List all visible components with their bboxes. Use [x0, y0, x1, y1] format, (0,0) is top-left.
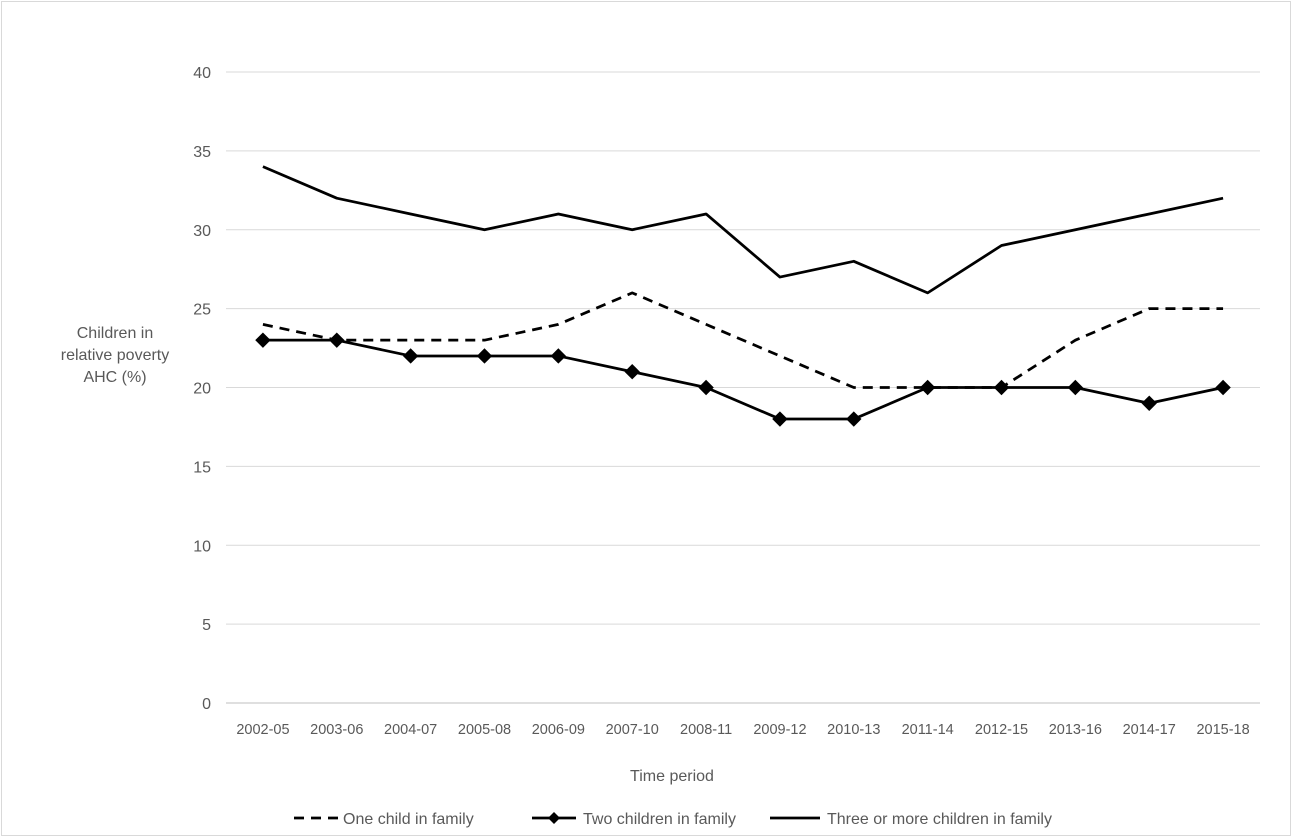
- x-tick-label: 2013-16: [1049, 722, 1102, 738]
- x-tick-label: 2014-17: [1123, 722, 1176, 738]
- x-axis-title: Time period: [630, 768, 714, 785]
- y-tick-label: 5: [202, 617, 211, 634]
- series-markers: [255, 332, 1231, 427]
- x-tick-label: 2003-06: [310, 722, 363, 738]
- data-point-marker: [919, 379, 936, 396]
- y-axis-title-line: Children in: [77, 325, 153, 342]
- legend-marker: [548, 812, 560, 824]
- x-tick-label: 2007-10: [606, 722, 659, 738]
- x-tick-label: 2010-13: [827, 722, 880, 738]
- y-axis-ticks: 0 5 10 15 20 25 30 35 40: [193, 65, 211, 713]
- y-tick-label: 25: [193, 302, 211, 319]
- x-tick-label: 2009-12: [753, 722, 806, 738]
- series-line-3: [262, 165, 1224, 295]
- data-point-marker: [993, 379, 1010, 396]
- x-tick-label: 2012-15: [975, 722, 1028, 738]
- y-axis-title-line: relative poverty: [61, 347, 170, 364]
- data-point-marker: [550, 348, 567, 364]
- data-point-marker: [846, 411, 862, 427]
- series-line-2: [262, 338, 1224, 421]
- x-tick-label: 2002-05: [236, 722, 289, 738]
- y-axis-title-line: AHC (%): [83, 369, 146, 386]
- data-point-marker: [476, 348, 493, 364]
- data-point-marker: [698, 379, 714, 396]
- legend-label: One child in family: [343, 811, 474, 828]
- data-point-marker: [402, 348, 419, 364]
- y-tick-label: 20: [193, 381, 211, 398]
- y-tick-label: 15: [193, 459, 211, 476]
- x-tick-label: 2008-11: [680, 722, 732, 738]
- series-line-1: [262, 291, 1224, 389]
- data-point-marker: [624, 364, 640, 380]
- y-tick-label: 35: [193, 144, 211, 161]
- data-point-marker: [255, 332, 271, 348]
- x-axis-ticks: 2002-05 2003-06 2004-07 2005-08 2006-09 2007-…: [236, 722, 1249, 738]
- data-point-marker: [1141, 395, 1157, 411]
- legend-label: Three or more children in family: [827, 811, 1052, 828]
- y-tick-label: 40: [193, 65, 211, 82]
- data-point-marker: [329, 332, 345, 348]
- x-tick-label: 2004-07: [384, 722, 437, 738]
- legend: One child in family Two children in famil…: [294, 811, 1052, 828]
- data-point-marker: [1067, 379, 1084, 396]
- x-tick-label: 2015-18: [1196, 722, 1249, 738]
- x-tick-label: 2006-09: [532, 722, 585, 738]
- legend-label: Two children in family: [583, 811, 736, 828]
- gridlines: [226, 71, 1260, 704]
- series-lines: [262, 165, 1224, 421]
- y-axis-title: Children in relative poverty AHC (%): [61, 325, 170, 386]
- data-point-marker: [1215, 379, 1231, 396]
- y-tick-label: 0: [202, 696, 211, 713]
- y-tick-label: 30: [193, 223, 211, 240]
- x-tick-label: 2011-14: [902, 722, 954, 738]
- y-tick-label: 10: [193, 538, 211, 555]
- data-point-marker: [772, 411, 788, 427]
- x-tick-label: 2005-08: [458, 722, 511, 738]
